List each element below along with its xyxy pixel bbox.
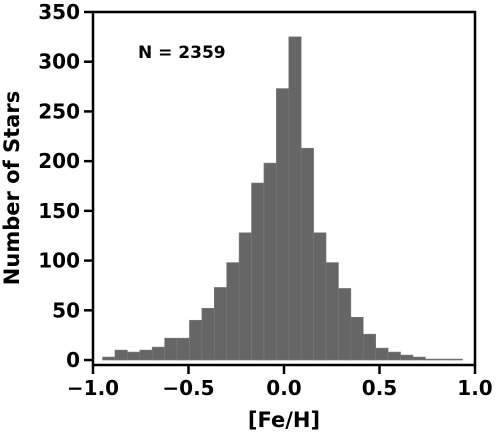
histogram-bar (127, 351, 141, 361)
x-axis-label: [Fe/H] (248, 408, 320, 432)
histogram-bar (176, 337, 190, 361)
histogram-bar (313, 232, 327, 361)
y-tick-label: 300 (38, 50, 80, 74)
histogram-bar (213, 287, 228, 361)
y-axis-label: Number of Stars (0, 91, 24, 285)
histogram-bar (139, 349, 153, 361)
histogram-bar (449, 358, 463, 361)
histogram-bar (400, 354, 414, 361)
histogram-bar (276, 88, 290, 361)
histogram-bar (189, 319, 203, 361)
histogram-bar (350, 316, 364, 361)
x-tick-label: −0.5 (162, 376, 214, 400)
histogram-bar (263, 162, 277, 361)
y-tick-label: 100 (38, 249, 80, 273)
histogram-bar (102, 356, 116, 361)
histogram-bar (412, 356, 426, 361)
x-tick-label: 0.0 (266, 376, 301, 400)
histogram-bar (362, 333, 376, 361)
y-tick-label: 200 (38, 149, 80, 173)
y-tick-label: 0 (66, 348, 80, 372)
y-tick-label: 50 (52, 298, 80, 322)
x-tick-label: 0.5 (362, 376, 397, 400)
histogram-bar (288, 36, 302, 361)
histogram-bar (325, 262, 339, 361)
histogram-bar (201, 308, 215, 361)
histogram-bar (238, 232, 252, 361)
x-axis-ticks: −1.0 −0.5 0.0 0.5 1.0 (67, 365, 493, 400)
histogram-bar (114, 349, 128, 361)
histogram-bar (387, 351, 401, 361)
histogram-bar (300, 147, 314, 361)
histogram-bar (338, 288, 352, 361)
histogram-bar (375, 347, 389, 361)
histogram-bars (102, 36, 463, 361)
x-tick-label: 1.0 (457, 376, 492, 400)
y-tick-label: 350 (38, 0, 80, 24)
histogram-bar (151, 346, 165, 361)
y-tick-label: 150 (38, 199, 80, 223)
y-tick-label: 250 (38, 99, 80, 123)
histogram-bar (251, 182, 265, 361)
histogram-bar (226, 262, 240, 361)
histogram-bar (164, 337, 178, 361)
x-tick-label: −1.0 (67, 376, 119, 400)
histogram-bar (437, 358, 451, 361)
sample-size-annotation: N = 2359 (138, 43, 226, 63)
y-axis-ticks: 0 50 100 150 200 250 300 350 (38, 0, 93, 372)
histogram-bar (425, 358, 439, 361)
